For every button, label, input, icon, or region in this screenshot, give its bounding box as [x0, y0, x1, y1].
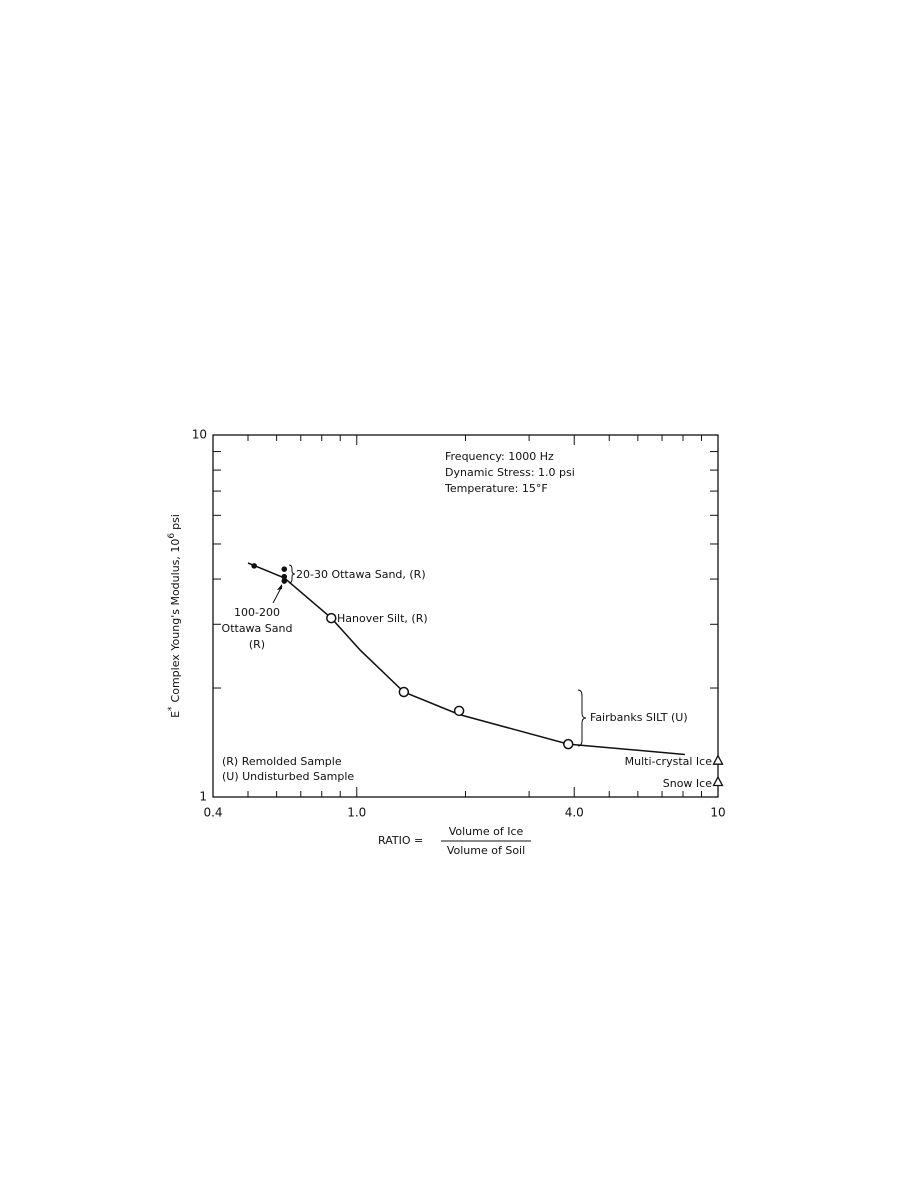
data-point: [398, 686, 410, 698]
x-tick-label: 0.4: [203, 806, 222, 820]
x-tick-label: 1.0: [347, 806, 366, 820]
note: (U) Undisturbed Sample: [222, 770, 354, 783]
y-label-text: Complex Young's Modulus, 10: [169, 539, 182, 703]
annotation: Temperature: 15°F: [444, 482, 548, 495]
x-axis-label: RATIO =: [378, 834, 423, 847]
series-label: Snow Ice: [663, 777, 712, 790]
series-label: (R): [249, 638, 265, 651]
y-label-exp: 6: [167, 533, 177, 539]
data-point: [453, 705, 465, 717]
series-label: 100-200: [234, 606, 280, 619]
x-tick-label: 4.0: [565, 806, 584, 820]
series-label: Multi-crystal Ice: [625, 755, 713, 768]
trend-curve: [247, 562, 685, 756]
annotation: Dynamic Stress: 1.0 psi: [445, 466, 575, 479]
data-point: [712, 754, 724, 765]
y-tick-label: 1: [199, 790, 207, 804]
series-label: 20-30 Ottawa Sand, (R): [296, 568, 426, 581]
data-point: [562, 738, 574, 750]
y-label-sup: *: [167, 706, 177, 711]
data-point: [281, 578, 288, 584]
brace: [288, 564, 296, 584]
data-point: [326, 612, 337, 624]
arrow-head: [277, 584, 282, 590]
data-point: [281, 573, 288, 580]
x-label-denominator: Volume of Soil: [447, 844, 525, 857]
note: (R) Remolded Sample: [222, 755, 342, 768]
y-label-symbol: E: [169, 711, 182, 718]
data-point: [251, 563, 257, 569]
x-tick-label: 10: [710, 806, 725, 820]
series-label: Hanover Silt, (R): [337, 612, 428, 625]
x-label-numerator: Volume of Ice: [449, 825, 524, 838]
y-tick-label: 10: [192, 428, 207, 442]
series-label: Ottawa Sand: [222, 622, 293, 635]
series-label: Fairbanks SILT (U): [590, 711, 688, 724]
brace: [577, 689, 587, 747]
annotation: Frequency: 1000 Hz: [445, 450, 554, 463]
y-axis-label: E* Complex Young's Modulus, 106 psi: [167, 514, 183, 718]
y-label-unit: psi: [169, 514, 182, 530]
data-point: [712, 775, 724, 787]
data-point: [281, 566, 288, 572]
